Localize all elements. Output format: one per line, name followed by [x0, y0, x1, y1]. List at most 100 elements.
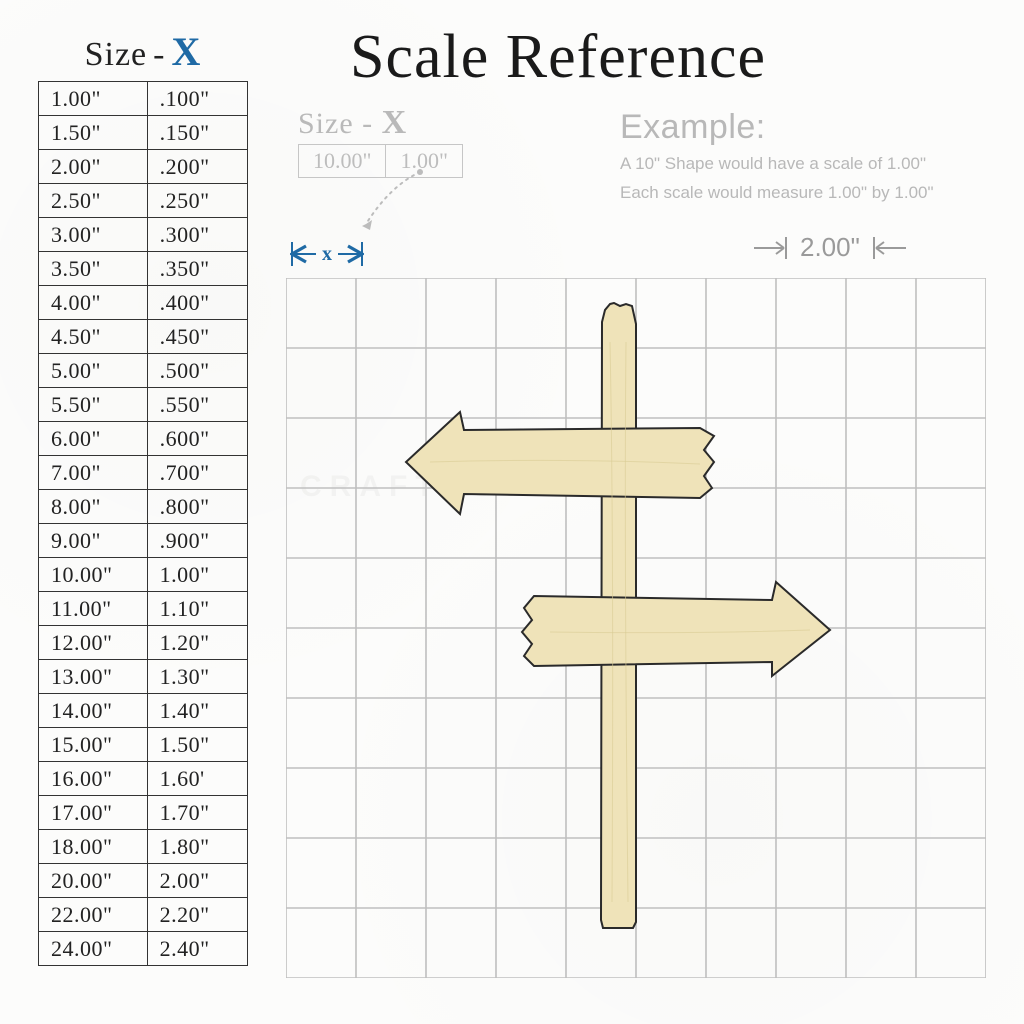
table-cell: .900" — [147, 524, 247, 558]
mini-size-word: Size — [298, 107, 354, 140]
table-row: 10.00"1.00" — [39, 558, 248, 592]
table-row: 1.50".150" — [39, 116, 248, 150]
example-line-2: Each scale would measure 1.00" by 1.00" — [620, 182, 934, 205]
table-cell: 1.30" — [147, 660, 247, 694]
table-row: 2.00".200" — [39, 150, 248, 184]
table-row: 7.00".700" — [39, 456, 248, 490]
table-cell: 16.00" — [39, 762, 148, 796]
table-row: 18.00"1.80" — [39, 830, 248, 864]
table-cell: .200" — [147, 150, 247, 184]
mini-size-header: Size - X — [298, 104, 463, 142]
table-cell: .100" — [147, 82, 247, 116]
table-cell: 14.00" — [39, 694, 148, 728]
mini-size-dash: - — [362, 107, 373, 140]
table-row: 5.00".500" — [39, 354, 248, 388]
x-indicator-label: x — [322, 243, 332, 265]
table-cell: .250" — [147, 184, 247, 218]
size-table-header-word: Size — [85, 36, 148, 73]
arrow-right-icon — [750, 233, 790, 263]
example-block: Example: A 10" Shape would have a scale … — [620, 108, 934, 205]
example-line-1: A 10" Shape would have a scale of 1.00" — [620, 153, 934, 176]
arrow-left-icon — [870, 233, 910, 263]
table-cell: .350" — [147, 252, 247, 286]
table-row: 3.00".300" — [39, 218, 248, 252]
table-cell: 8.00" — [39, 490, 148, 524]
table-cell: 20.00" — [39, 864, 148, 898]
table-cell: 1.00" — [39, 82, 148, 116]
table-row: 24.00"2.40" — [39, 932, 248, 966]
size-table-header: Size-X — [38, 28, 248, 75]
table-cell: 3.50" — [39, 252, 148, 286]
page-title: Scale Reference — [350, 22, 766, 93]
table-cell: 9.00" — [39, 524, 148, 558]
table-cell: 1.50" — [147, 728, 247, 762]
table-row: 1.00".100" — [39, 82, 248, 116]
table-row: 8.00".800" — [39, 490, 248, 524]
table-cell: 1.70" — [147, 796, 247, 830]
table-row: 13.00"1.30" — [39, 660, 248, 694]
table-cell: 1.60' — [147, 762, 247, 796]
table-cell: 15.00" — [39, 728, 148, 762]
table-cell: 1.80" — [147, 830, 247, 864]
table-cell: 4.50" — [39, 320, 148, 354]
table-row: 17.00"1.70" — [39, 796, 248, 830]
size-table-header-dash: - — [153, 36, 165, 73]
size-table-header-x: X — [171, 29, 201, 74]
mini-size-x: X — [382, 104, 408, 141]
table-cell: 5.00" — [39, 354, 148, 388]
scale-grid — [286, 278, 986, 978]
table-cell: .450" — [147, 320, 247, 354]
table-cell: 2.20" — [147, 898, 247, 932]
table-cell: 2.00" — [147, 864, 247, 898]
table-row: 6.00".600" — [39, 422, 248, 456]
table-cell: 18.00" — [39, 830, 148, 864]
table-cell: 2.40" — [147, 932, 247, 966]
size-table-body: 1.00".100"1.50".150"2.00".200"2.50".250"… — [38, 81, 248, 966]
table-cell: 4.00" — [39, 286, 148, 320]
table-cell: 3.00" — [39, 218, 148, 252]
table-cell: 1.00" — [147, 558, 247, 592]
table-cell: 24.00" — [39, 932, 148, 966]
table-row: 12.00"1.20" — [39, 626, 248, 660]
size-table: Size-X 1.00".100"1.50".150"2.00".200"2.5… — [38, 28, 248, 966]
table-row: 15.00"1.50" — [39, 728, 248, 762]
table-cell: 22.00" — [39, 898, 148, 932]
table-cell: .700" — [147, 456, 247, 490]
table-row: 11.00"1.10" — [39, 592, 248, 626]
table-row: 14.00"1.40" — [39, 694, 248, 728]
table-cell: 1.10" — [147, 592, 247, 626]
table-cell: 1.20" — [147, 626, 247, 660]
table-cell: .550" — [147, 388, 247, 422]
width-indicator-label: 2.00" — [800, 232, 860, 263]
table-cell: .300" — [147, 218, 247, 252]
table-row: 4.50".450" — [39, 320, 248, 354]
table-cell: .400" — [147, 286, 247, 320]
table-row: 22.00"2.20" — [39, 898, 248, 932]
table-cell: 1.50" — [39, 116, 148, 150]
table-cell: .600" — [147, 422, 247, 456]
table-row: 2.50".250" — [39, 184, 248, 218]
table-cell: .800" — [147, 490, 247, 524]
table-cell: .500" — [147, 354, 247, 388]
table-cell: 7.00" — [39, 456, 148, 490]
table-row: 16.00"1.60' — [39, 762, 248, 796]
table-row: 9.00".900" — [39, 524, 248, 558]
table-row: 20.00"2.00" — [39, 864, 248, 898]
mini-size-box: Size - X 10.00" 1.00" — [298, 104, 463, 178]
table-cell: 2.50" — [39, 184, 148, 218]
table-cell: .150" — [147, 116, 247, 150]
example-title: Example: — [620, 108, 934, 147]
table-cell: 13.00" — [39, 660, 148, 694]
dotted-pointer — [360, 166, 510, 246]
table-cell: 12.00" — [39, 626, 148, 660]
table-cell: 5.50" — [39, 388, 148, 422]
table-cell: 11.00" — [39, 592, 148, 626]
table-cell: 2.00" — [39, 150, 148, 184]
table-row: 4.00".400" — [39, 286, 248, 320]
width-indicator: 2.00" — [750, 232, 910, 263]
table-row: 3.50".350" — [39, 252, 248, 286]
x-scale-indicator: x — [286, 236, 376, 270]
table-cell: 6.00" — [39, 422, 148, 456]
table-cell: 1.40" — [147, 694, 247, 728]
table-row: 5.50".550" — [39, 388, 248, 422]
